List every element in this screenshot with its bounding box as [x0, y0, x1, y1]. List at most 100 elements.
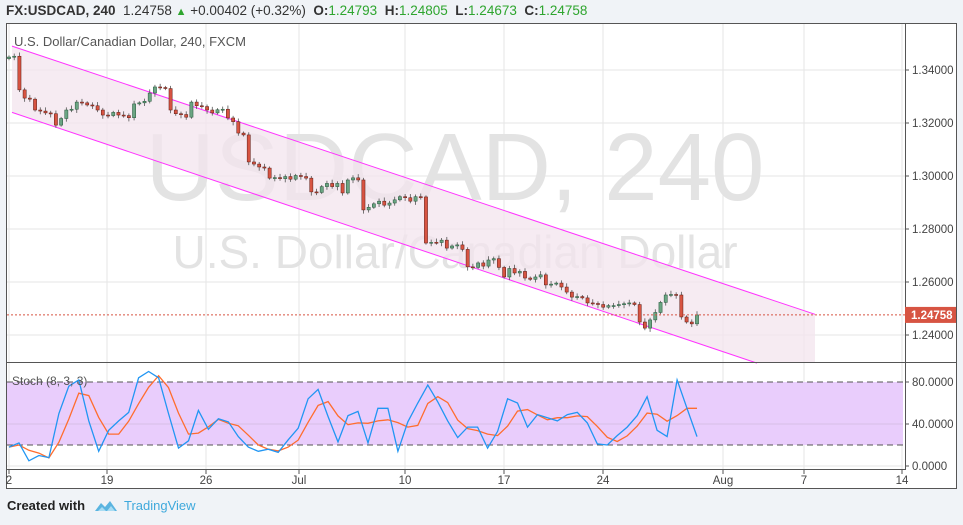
candle: [643, 318, 647, 331]
tradingview-link[interactable]: TradingView: [124, 498, 196, 513]
last-price-label: 1.24758: [911, 310, 953, 322]
candle-body-down: [184, 114, 189, 118]
created-with-label: Created with: [7, 498, 86, 513]
candle-body-down: [17, 55, 22, 91]
time-tick-label: 19: [101, 475, 114, 487]
candle-body-down: [121, 114, 126, 117]
price-tick-label: 1.34000: [912, 65, 954, 77]
price-axis[interactable]: 1.34000 1.32000 1.30000 1.28000 1.26000 1.240…: [905, 65, 956, 473]
candle-body-down: [512, 268, 517, 274]
candle: [314, 188, 319, 196]
candle-body-down: [106, 114, 110, 117]
candle: [366, 204, 371, 213]
candle-body-up: [220, 108, 225, 111]
candle-body-up: [283, 176, 288, 179]
candle-body-down: [674, 294, 679, 296]
candle: [408, 194, 413, 204]
time-axis[interactable]: 2 19 26 Jul 10 17 24 Aug 7 14: [6, 470, 909, 487]
candle-body-up: [398, 196, 402, 201]
candle: [330, 179, 335, 189]
candle: [392, 196, 397, 206]
candle: [590, 299, 595, 306]
candle-body-down: [481, 262, 486, 267]
candle-body-up: [325, 183, 329, 187]
last-price-badge: [905, 306, 956, 323]
candle: [127, 113, 131, 122]
candle-body-down: [585, 297, 590, 304]
candle: [622, 301, 626, 309]
candle-body-up: [486, 259, 491, 267]
candle-body-down: [361, 179, 366, 211]
candle-body-up: [627, 302, 632, 305]
candle-body-up: [669, 294, 673, 296]
price-tick-label: 1.32000: [912, 118, 954, 130]
candle: [538, 271, 543, 280]
price-tick-label: 1.30000: [912, 171, 954, 183]
candle: [173, 106, 178, 116]
candle-body-up: [507, 268, 512, 278]
candle-body-up: [351, 177, 355, 181]
candle-body-down: [314, 191, 319, 194]
footer: Created with TradingView: [7, 498, 196, 513]
candle-body-down: [278, 177, 282, 179]
candle-body-down: [205, 106, 209, 111]
candle: [194, 99, 199, 109]
high-label: H:: [384, 3, 399, 18]
candle: [33, 97, 37, 112]
parallel-channel[interactable]: [11, 45, 816, 364]
candle: [12, 53, 17, 61]
candle: [689, 319, 694, 328]
candle: [137, 101, 142, 106]
tradingview-logo-icon[interactable]: [94, 499, 118, 513]
candle-body-down: [502, 267, 507, 278]
candle-body-down: [43, 110, 48, 114]
candle: [497, 255, 501, 271]
candle: [54, 110, 58, 128]
candle-body-down: [231, 117, 235, 122]
candle-body-up: [622, 303, 626, 305]
candle: [184, 111, 189, 120]
candle-body-up: [429, 242, 434, 244]
candle-body-up: [533, 276, 538, 280]
candle-body-down: [80, 101, 84, 104]
candle: [434, 238, 439, 245]
candle: [142, 98, 147, 107]
candle-body-down: [408, 197, 413, 202]
candle: [627, 299, 632, 307]
candle: [361, 177, 366, 214]
candle-body-down: [543, 274, 548, 286]
candle-body-down: [199, 105, 204, 108]
candle: [596, 301, 600, 309]
candle-body-up: [387, 202, 392, 206]
candle: [601, 301, 606, 310]
candle: [189, 100, 194, 119]
candle-body-up: [69, 108, 74, 111]
candle-body-down: [22, 89, 27, 99]
candle: [283, 174, 288, 183]
candle: [27, 94, 32, 102]
candle: [95, 102, 100, 113]
candle: [418, 193, 423, 200]
candle: [262, 163, 267, 171]
candle-body-down: [637, 304, 642, 323]
candle-body-down: [601, 304, 606, 308]
candle-body-down: [523, 271, 527, 279]
candle: [444, 236, 449, 251]
candle-body-down: [262, 166, 267, 169]
candle-body-down: [471, 266, 475, 269]
candle-body-down: [85, 102, 90, 106]
candle: [512, 264, 517, 276]
candle: [106, 111, 110, 119]
candle-body-down: [590, 302, 595, 305]
time-tick-label: 14: [896, 475, 909, 487]
candle-body-up: [215, 109, 220, 114]
candle: [424, 195, 428, 245]
candle: [158, 83, 163, 91]
candle: [153, 84, 157, 97]
candle: [523, 268, 527, 281]
candle-body-down: [309, 177, 314, 193]
candle-body-down: [580, 296, 585, 299]
candle: [293, 173, 298, 181]
candle: [669, 290, 673, 298]
